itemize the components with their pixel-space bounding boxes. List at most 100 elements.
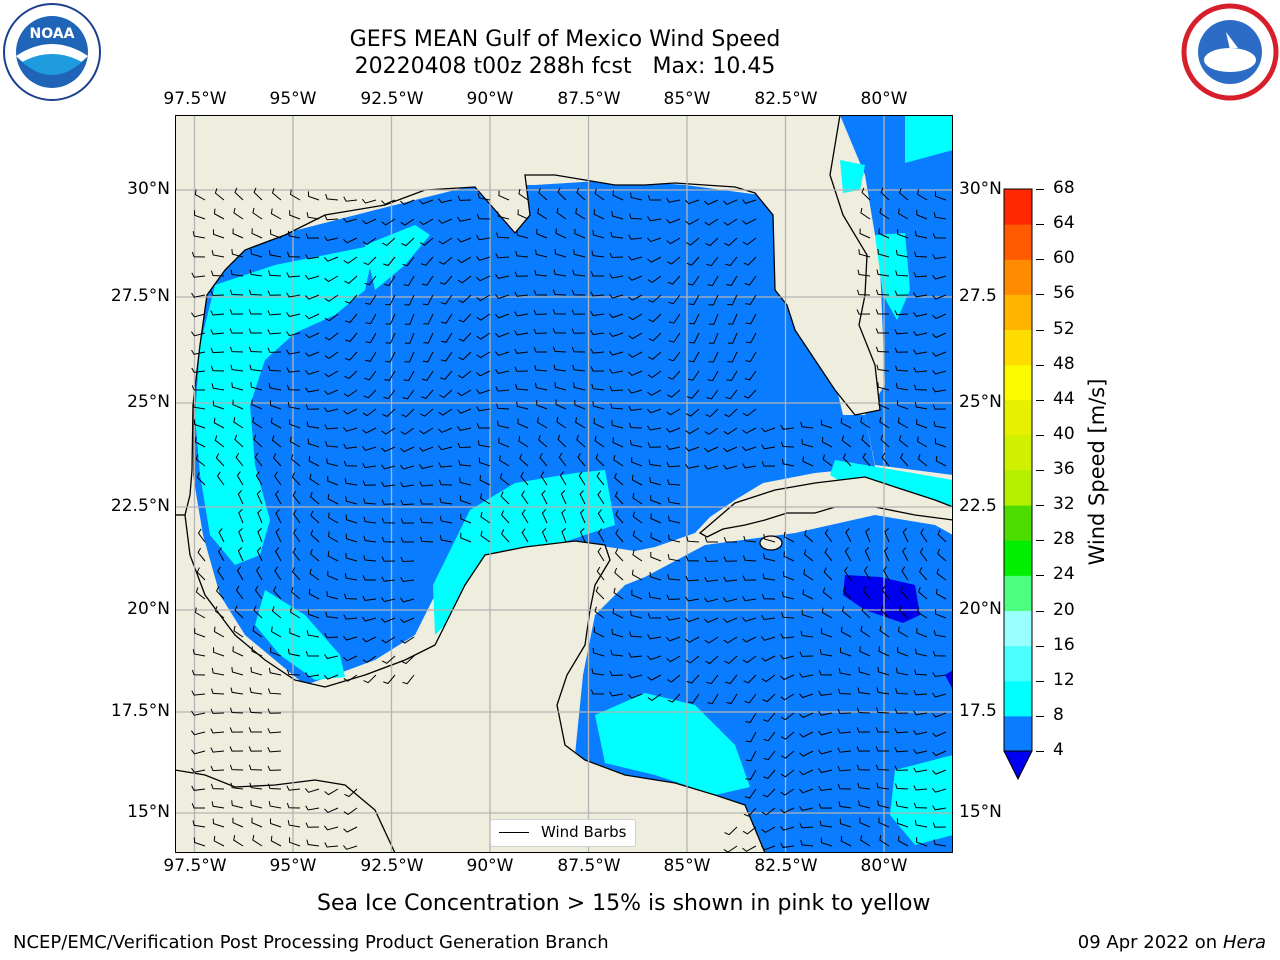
wind-barb <box>590 330 605 336</box>
wind-barb <box>897 835 909 847</box>
wind-barb <box>632 549 643 562</box>
wind-barb <box>575 208 586 220</box>
wind-barb <box>327 570 339 581</box>
wind-barb <box>231 800 244 809</box>
wind-barb <box>818 690 833 696</box>
wind-barb <box>365 351 377 362</box>
wind-barb <box>344 573 358 581</box>
wind-barb <box>724 408 738 418</box>
wind-barb <box>495 332 510 338</box>
wind-barb <box>385 332 396 344</box>
wind-barb <box>270 417 282 429</box>
wind-barb <box>286 331 301 337</box>
wind-barb <box>403 370 415 382</box>
wind-barb <box>894 765 909 771</box>
wind-barb <box>916 209 928 220</box>
wind-barb <box>685 555 700 562</box>
wind-barb <box>818 730 833 736</box>
wind-barb <box>936 568 947 581</box>
wind-barb <box>745 712 757 723</box>
wind-barb <box>210 747 225 753</box>
lat-tick-label: 25°N <box>959 392 1002 412</box>
wind-barb <box>895 688 909 695</box>
wind-barb <box>879 416 890 429</box>
wind-barb <box>256 547 263 562</box>
wind-barb <box>419 218 434 226</box>
wind-barb <box>310 510 320 524</box>
wind-barb <box>913 802 928 809</box>
wind-barb <box>253 187 263 201</box>
wind-barb <box>291 587 301 600</box>
wind-barb <box>210 708 225 714</box>
wind-barb <box>800 630 814 638</box>
wind-barb <box>742 408 757 417</box>
wind-barb <box>270 626 282 638</box>
lon-tick-label: 97.5°W <box>163 89 227 109</box>
wind-barb <box>400 446 415 453</box>
wind-barb <box>745 294 757 305</box>
wind-barb <box>628 255 643 261</box>
wind-barb <box>553 269 567 277</box>
wind-barb <box>289 436 301 448</box>
wind-barb <box>286 272 301 278</box>
wind-barb <box>685 636 700 643</box>
wind-barb <box>745 313 757 325</box>
wind-barb <box>666 389 681 398</box>
wind-barb <box>287 820 301 828</box>
wind-barb <box>400 499 415 506</box>
wind-barb <box>231 382 244 391</box>
wind-barb <box>385 313 396 325</box>
wind-barb <box>649 571 662 581</box>
wind-barb <box>902 528 909 543</box>
wind-barb <box>628 370 643 376</box>
wind-barb <box>613 454 624 467</box>
wind-barb <box>666 636 681 642</box>
wind-barb <box>725 674 738 685</box>
wind-barb <box>932 787 947 793</box>
wind-barb <box>761 845 776 851</box>
wind-barb <box>191 785 206 791</box>
wind-barb <box>268 249 282 258</box>
wind-barb <box>706 674 719 685</box>
colorbar-tick-label: 56 <box>1053 283 1075 304</box>
wind-barb <box>344 370 358 380</box>
wind-barb <box>230 687 244 695</box>
lon-tick-label: 87.5°W <box>557 856 621 876</box>
wind-barb <box>325 611 339 619</box>
wind-barb <box>647 370 662 379</box>
wind-barb <box>724 237 738 247</box>
wind-barb <box>844 547 852 562</box>
wind-barb <box>235 585 244 600</box>
wind-barb <box>363 535 377 543</box>
wind-barb <box>631 474 643 486</box>
wind-barb <box>421 389 434 399</box>
wind-barb <box>381 218 396 226</box>
wind-barb <box>400 537 414 543</box>
wind-barb <box>780 769 795 778</box>
wind-barb <box>255 471 263 486</box>
wind-barb <box>271 188 282 201</box>
wind-barb <box>838 668 852 676</box>
wind-barb <box>593 209 605 220</box>
wind-barb <box>345 533 358 543</box>
wind-barb <box>667 497 681 505</box>
wind-barb <box>310 492 320 505</box>
wind-barb <box>837 688 852 695</box>
wind-barb <box>745 769 757 781</box>
wind-barb <box>742 636 757 643</box>
wind-barb <box>723 636 738 644</box>
wind-barb <box>308 588 320 600</box>
wind-barb <box>881 452 890 467</box>
wind-barb <box>213 835 225 847</box>
wind-barb <box>895 783 909 790</box>
wind-barb <box>913 349 928 355</box>
wind-barb <box>343 826 358 833</box>
wind-barb <box>937 548 947 562</box>
wind-barb <box>609 691 624 697</box>
colorbar-tick-label: 36 <box>1053 459 1075 479</box>
wind-barb <box>861 605 871 619</box>
wind-barb <box>270 835 282 847</box>
wind-barb <box>400 199 415 206</box>
wind-barb <box>708 294 719 306</box>
wind-barb <box>704 636 719 644</box>
